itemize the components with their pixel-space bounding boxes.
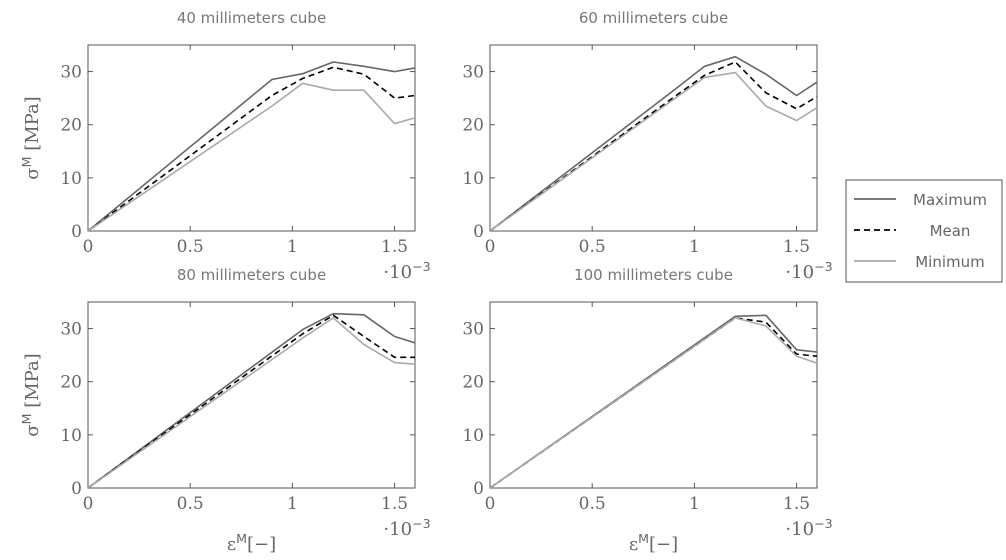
subplot-title: 80 millimeters cube [177, 266, 326, 284]
series-line-maximum [88, 61, 415, 231]
y-tick-label: 20 [462, 373, 484, 393]
legend-label-minimum: Minimum [915, 253, 985, 271]
x-axis-label: εM[−] [227, 531, 276, 556]
subplot-1: 40 millimeters cube 0 0.5 1 1.5 0 10 20 30 ·10−3 σ… [19, 9, 431, 283]
subplot-2: 60 millimeters cube 0 0.5 1 1.5 0 10 20 30 ·10−3 [462, 9, 832, 283]
y-tick-label: 10 [60, 426, 82, 446]
x-tick-label: 1.5 [381, 494, 408, 514]
plot-frame [489, 301, 818, 489]
series-line-minimum [490, 317, 817, 488]
plot-frame [87, 44, 416, 232]
x-tick-label: 1 [689, 494, 700, 514]
legend-frame [845, 179, 1003, 283]
series-line-maximum [88, 312, 415, 488]
y-tick-label: 20 [60, 373, 82, 393]
plot-frame [489, 44, 818, 232]
x-tick-label: 0.5 [579, 237, 606, 257]
x-tick-label: 0.5 [579, 494, 606, 514]
y-tick-label: 0 [71, 222, 82, 242]
subplot-title: 40 millimeters cube [177, 9, 326, 27]
y-tick-label: 30 [462, 63, 484, 83]
x-tick-label: 0.5 [177, 237, 204, 257]
x-tick-label: 0 [83, 494, 94, 514]
series-line-mean [490, 61, 817, 231]
series-line-minimum [490, 71, 817, 231]
y-tick-label: 0 [71, 479, 82, 499]
legend: Maximum Mean Minimum [845, 179, 1003, 283]
series-line-minimum [88, 82, 415, 231]
y-tick-label: 0 [473, 222, 484, 242]
series-line-mean [490, 317, 817, 488]
y-tick-label: 30 [462, 320, 484, 340]
series-line-maximum [490, 314, 817, 488]
x-axis-label: εM[−] [629, 531, 678, 556]
series-line-maximum [490, 55, 817, 231]
subplot-3: 80 millimeters cube 0 0.5 1 1.5 0 10 20 30 ·10−3 σ… [19, 266, 431, 555]
x-tick-label: 0 [485, 237, 496, 257]
x-scale-label: ·10−3 [383, 516, 430, 541]
x-tick-label: 0.5 [177, 494, 204, 514]
y-tick-label: 10 [60, 169, 82, 189]
y-tick-label: 30 [60, 320, 82, 340]
x-tick-label: 1.5 [381, 237, 408, 257]
y-axis-label: σM [MPa] [19, 96, 44, 179]
y-tick-label: 10 [462, 426, 484, 446]
y-tick-label: 0 [473, 479, 484, 499]
y-axis-label: σM [MPa] [19, 353, 44, 436]
y-tick-label: 20 [60, 116, 82, 136]
x-tick-label: 0 [485, 494, 496, 514]
subplot-4: 100 millimeters cube 0 0.5 1 1.5 0 10 20 30 ·10−3… [462, 266, 832, 555]
x-tick-label: 1.5 [783, 494, 810, 514]
legend-label-mean: Mean [930, 222, 971, 240]
y-tick-label: 10 [462, 169, 484, 189]
x-tick-label: 1 [287, 494, 298, 514]
series-line-mean [88, 314, 415, 488]
x-scale-label: ·10−3 [785, 259, 832, 284]
subplot-title: 100 millimeters cube [574, 266, 733, 284]
series-line-minimum [88, 317, 415, 488]
x-tick-label: 0 [83, 237, 94, 257]
subplot-title: 60 millimeters cube [579, 9, 728, 27]
x-scale-label: ·10−3 [383, 259, 430, 284]
y-tick-label: 30 [60, 63, 82, 83]
plot-frame [87, 301, 416, 489]
x-tick-label: 1 [689, 237, 700, 257]
x-tick-label: 1.5 [783, 237, 810, 257]
x-tick-label: 1 [287, 237, 298, 257]
legend-label-maximum: Maximum [913, 191, 987, 209]
x-scale-label: ·10−3 [785, 516, 832, 541]
y-tick-label: 20 [462, 116, 484, 136]
